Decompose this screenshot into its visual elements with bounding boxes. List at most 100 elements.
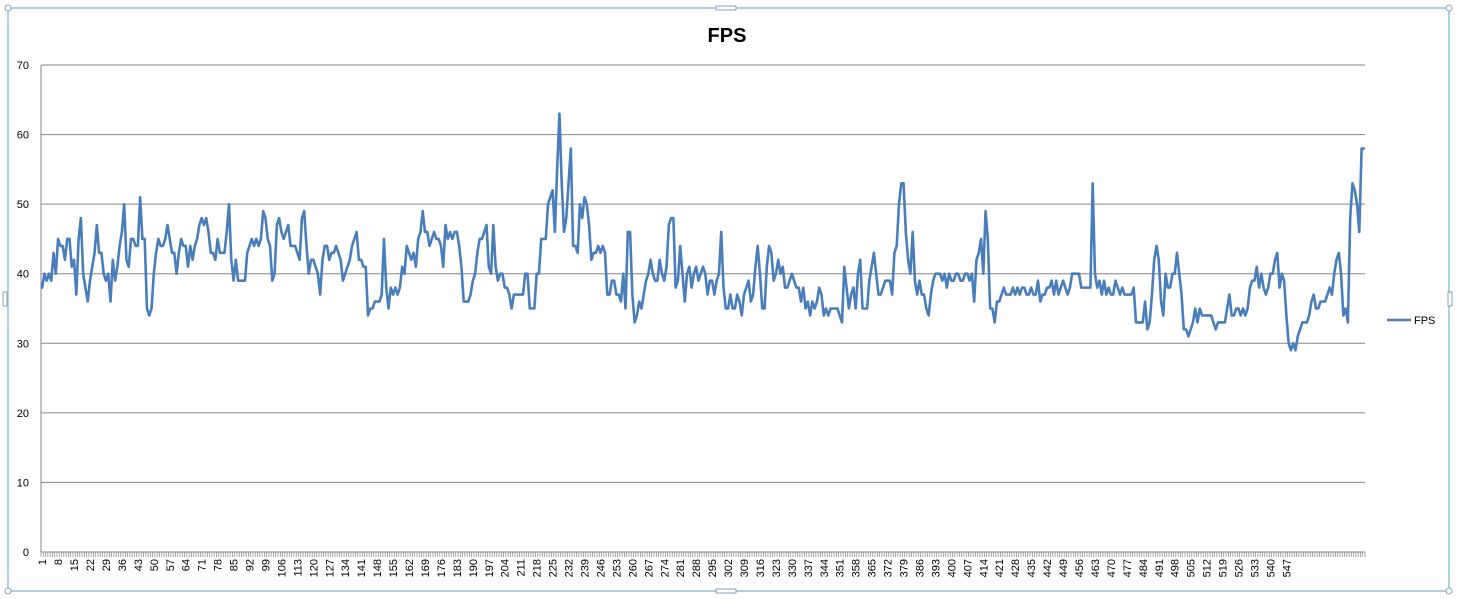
x-tick-label: 512 <box>1202 559 1214 577</box>
x-tick-label: 211 <box>516 559 528 577</box>
x-tick-label: 29 <box>101 559 113 571</box>
x-tick-label: 505 <box>1186 559 1198 577</box>
x-tick-label: 407 <box>962 559 974 577</box>
x-tick-label: 456 <box>1074 559 1086 577</box>
x-tick-label: 316 <box>755 559 767 577</box>
x-tick-label: 113 <box>292 559 304 577</box>
x-tick-label: 169 <box>420 559 432 577</box>
x-tick-label: 64 <box>181 559 193 571</box>
x-tick-label: 43 <box>133 559 145 571</box>
x-tick-label: 351 <box>835 559 847 577</box>
x-tick-label: 225 <box>548 559 560 577</box>
y-tick-label: 20 <box>17 408 29 420</box>
x-tick-label: 253 <box>611 559 623 577</box>
x-tick-label: 15 <box>69 559 81 571</box>
chart-title: FPS <box>708 25 747 47</box>
x-tick-label: 78 <box>213 559 225 571</box>
legend-label-fps: FPS <box>1414 315 1435 327</box>
x-tick-label: 519 <box>1218 559 1230 577</box>
x-tick-label: 120 <box>308 559 320 577</box>
x-tick-label: 379 <box>899 559 911 577</box>
x-tick-label: 134 <box>340 559 352 577</box>
x-tick-label: 435 <box>1026 559 1038 577</box>
y-tick-label: 40 <box>17 269 29 281</box>
x-tick-label: 239 <box>580 559 592 577</box>
x-tick-label: 365 <box>867 559 879 577</box>
x-tick-label: 141 <box>356 559 368 577</box>
series-layer <box>40 112 1366 352</box>
x-tick-label: 358 <box>851 559 863 577</box>
x-tick-label: 22 <box>85 559 97 571</box>
x-tick-label: 288 <box>691 559 703 577</box>
x-tick-label: 477 <box>1122 559 1134 577</box>
x-tick-label: 127 <box>324 559 336 577</box>
x-tick-label: 386 <box>914 559 926 577</box>
series-line-fps <box>40 112 1366 352</box>
chart-frame <box>2 4 1453 595</box>
x-tick-label: 281 <box>675 559 687 577</box>
x-tick-label: 36 <box>117 559 129 571</box>
x-tick-label: 393 <box>930 559 942 577</box>
x-tick-label: 246 <box>595 559 607 577</box>
x-tick-label: 148 <box>372 559 384 577</box>
x-tick-label: 218 <box>532 559 544 577</box>
x-tick-label: 99 <box>260 559 272 571</box>
x-tick-label: 484 <box>1138 559 1150 577</box>
x-tick-label: 1 <box>37 559 49 565</box>
x-tick-label: 260 <box>627 559 639 577</box>
x-tick-label: 498 <box>1170 559 1182 577</box>
corner-handle <box>1445 587 1453 595</box>
x-tick-label: 50 <box>149 559 161 571</box>
y-tick-label: 60 <box>17 130 29 142</box>
x-tick-label: 302 <box>723 559 735 577</box>
x-tick-label: 428 <box>1010 559 1022 577</box>
y-tick-label: 50 <box>17 199 29 211</box>
x-tick-label: 442 <box>1042 559 1054 577</box>
legend: FPS <box>1387 315 1435 327</box>
x-tick-label: 491 <box>1154 559 1166 577</box>
x-tick-label: 295 <box>707 559 719 577</box>
x-tick-label: 337 <box>803 559 815 577</box>
resize-handle <box>2 291 8 307</box>
x-tick-label: 526 <box>1234 559 1246 577</box>
x-tick-label: 330 <box>787 559 799 577</box>
x-tick-label: 92 <box>245 559 257 571</box>
x-tick-label: 400 <box>946 559 958 577</box>
x-tick-label: 449 <box>1058 559 1070 577</box>
y-tick-label: 0 <box>23 547 29 559</box>
x-tick-label: 323 <box>771 559 783 577</box>
y-tick-label: 70 <box>17 60 29 72</box>
x-tick-label: 547 <box>1281 559 1293 577</box>
x-tick-label: 533 <box>1249 559 1261 577</box>
x-tick-label: 71 <box>197 559 209 571</box>
x-tick-label: 57 <box>165 559 177 571</box>
resize-handle <box>715 5 737 11</box>
x-tick-label: 344 <box>819 559 831 577</box>
x-tick-label: 197 <box>484 559 496 577</box>
x-tick-label: 155 <box>388 559 400 577</box>
x-tick-label: 106 <box>276 559 288 577</box>
x-tick-label: 414 <box>978 559 990 577</box>
x-axis: 1 8 15 22 29 36 43 50 57 64 71 78 85 92 99 106 113 120 127… <box>37 65 1366 577</box>
x-tick-label: 540 <box>1265 559 1277 577</box>
x-tick-label: 176 <box>436 559 448 577</box>
gridlines <box>41 64 1365 483</box>
y-tick-label: 30 <box>17 338 29 350</box>
x-tick-label: 372 <box>883 559 895 577</box>
resize-handle <box>715 588 737 594</box>
x-tick-label: 204 <box>500 559 512 577</box>
x-tick-label: 190 <box>468 559 480 577</box>
x-tick-label: 232 <box>564 559 576 577</box>
x-tick-label: 309 <box>739 559 751 577</box>
y-tick-label: 10 <box>17 477 29 489</box>
x-tick-label: 470 <box>1106 559 1118 577</box>
x-tick-label: 85 <box>229 559 241 571</box>
x-tick-label: 267 <box>643 559 655 577</box>
y-axis-tick-labels: 0 10 20 30 40 50 60 70 <box>17 60 29 559</box>
x-tick-label: 421 <box>994 559 1006 577</box>
x-tick-label: 8 <box>53 559 65 565</box>
corner-handle <box>4 4 12 12</box>
resize-handle <box>1447 291 1453 307</box>
x-tick-label: 463 <box>1090 559 1102 577</box>
